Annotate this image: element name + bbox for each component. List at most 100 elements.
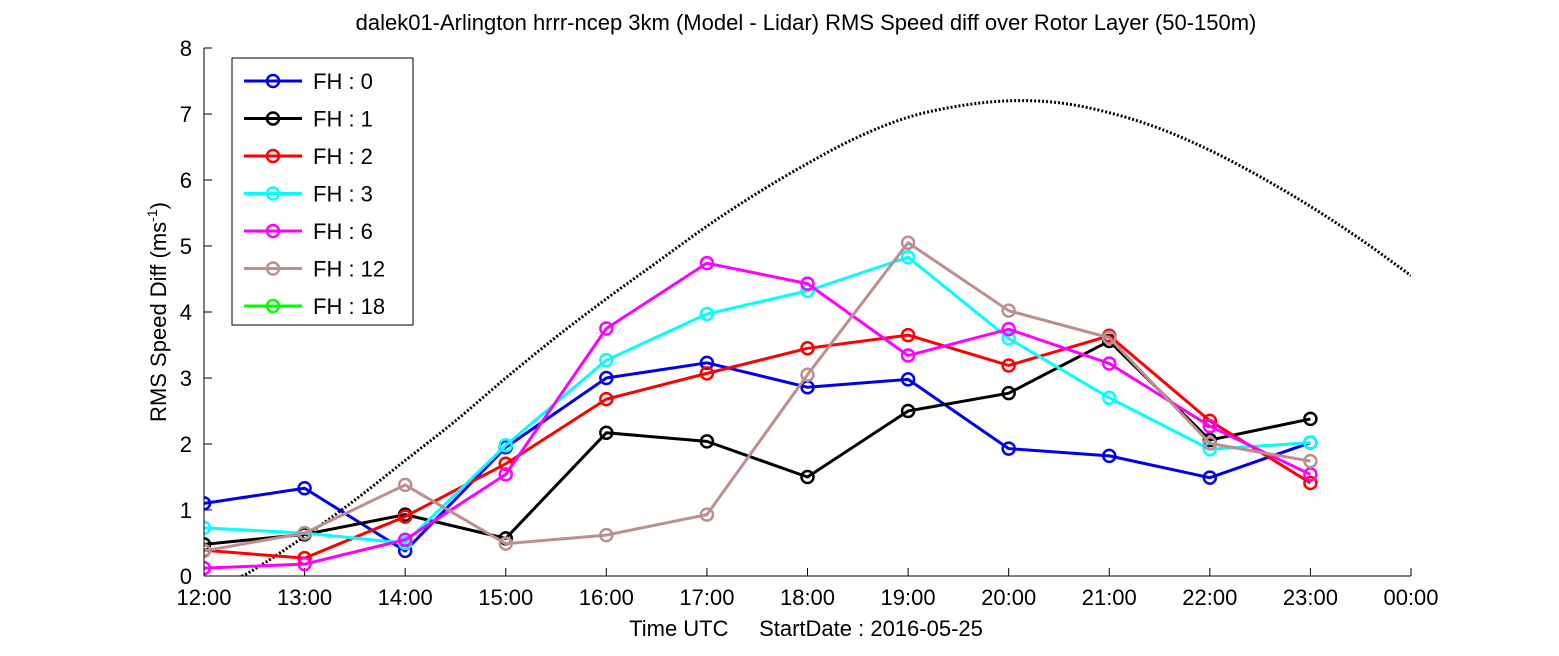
data-point (1303, 475, 1318, 491)
data-point (1001, 358, 1016, 373)
data-point (699, 255, 715, 271)
legend-marker (265, 73, 281, 89)
reference-curve (238, 99, 1411, 576)
y-tick-label: 2 (180, 432, 192, 457)
data-point (1102, 448, 1117, 464)
legend-entry: FH : 0 (244, 69, 373, 94)
data-point (599, 527, 614, 543)
legend-label: FH : 3 (313, 182, 373, 207)
x-tick-label: 00:00 (1383, 585, 1438, 610)
x-tick-label: 17:00 (679, 585, 734, 610)
y-axis-label-close: ) (146, 202, 171, 209)
data-point (900, 327, 916, 343)
y-axis-label: RMS Speed Diff (ms-1) (144, 202, 171, 422)
series-layer (204, 235, 1318, 576)
legend-entry: FH : 1 (244, 107, 373, 132)
data-point (599, 321, 614, 336)
y-tick-label: 7 (180, 102, 192, 127)
data-point (1001, 385, 1016, 401)
legend-marker (265, 223, 281, 239)
legend-marker (265, 111, 281, 126)
data-point (1303, 453, 1318, 469)
data-point (599, 425, 614, 441)
legend-marker (265, 148, 281, 164)
x-tick-label: 13:00 (277, 585, 332, 610)
y-tick-label: 4 (180, 300, 192, 325)
x-tick-label: 12:00 (176, 585, 231, 610)
series-6 (204, 235, 1318, 559)
x-tick-label: 19:00 (881, 585, 936, 610)
data-point (900, 348, 916, 363)
legend: FH : 0 FH : 1 FH : 2 FH : 3 FH : 6 FH : 12 FH … (231, 57, 414, 326)
legend-entry: FH : 12 (244, 257, 385, 282)
data-point (900, 403, 916, 419)
legend-label: FH : 12 (313, 257, 385, 282)
data-point (204, 537, 212, 552)
x-tick-label: 22:00 (1182, 585, 1237, 610)
legend-entry: FH : 18 (244, 294, 385, 319)
series-5 (204, 255, 1318, 576)
series-line (204, 241, 1311, 553)
legend-label: FH : 18 (313, 294, 385, 319)
chart-title: dalek01-Arlington hrrr-ncep 3km (Model -… (356, 10, 1257, 35)
data-point (1202, 418, 1218, 434)
legend-label: FH : 6 (313, 219, 373, 244)
data-point (297, 480, 312, 496)
data-point (1102, 330, 1117, 345)
x-axis-label: Time UTC StartDate : 2016-05-25 (629, 616, 983, 641)
data-point (1303, 435, 1318, 450)
data-point (800, 367, 815, 382)
data-point (800, 341, 815, 356)
y-tick-label: 6 (180, 168, 192, 193)
data-point (699, 366, 715, 381)
x-axis-ticks: 12:00 13:00 14:00 15:00 16:00 17:00 18:00 19:00… (176, 568, 1439, 610)
y-axis-label-main: RMS Speed Diff (ms (146, 222, 171, 422)
data-point (800, 469, 815, 485)
data-point (498, 467, 513, 482)
legend-marker (265, 261, 281, 276)
y-axis-label-superscript: -1 (144, 209, 160, 222)
legend-entry: FH : 6 (244, 219, 373, 244)
data-point (599, 391, 614, 407)
data-point (1202, 436, 1218, 451)
data-point (699, 355, 715, 371)
data-point (1001, 441, 1016, 456)
series-line (204, 333, 1312, 560)
data-point (204, 520, 212, 536)
y-tick-label: 8 (180, 36, 192, 61)
data-point (297, 556, 312, 572)
series-line (204, 255, 1311, 545)
data-point (699, 434, 715, 449)
series-line (204, 261, 1312, 570)
legend-label: FH : 1 (313, 107, 373, 132)
data-point (498, 536, 513, 551)
legend-marker (265, 298, 281, 314)
x-tick-label: 20:00 (981, 585, 1036, 610)
data-point (699, 306, 715, 322)
data-point (1001, 331, 1016, 346)
data-point (1303, 411, 1318, 427)
data-point (204, 543, 212, 559)
data-point (204, 496, 212, 511)
x-tick-label: 15:00 (478, 585, 533, 610)
data-point (599, 370, 614, 386)
data-point (699, 507, 715, 522)
y-tick-label: 1 (180, 498, 192, 523)
legend-entry: FH : 2 (244, 144, 373, 169)
data-point (1202, 470, 1218, 485)
data-point (900, 235, 916, 250)
legend-entry: FH : 3 (244, 182, 373, 207)
data-point (397, 509, 413, 524)
data-point (1102, 356, 1117, 371)
data-point (204, 560, 212, 576)
x-tick-label: 16:00 (579, 585, 634, 610)
data-point (900, 372, 916, 387)
y-tick-label: 0 (180, 564, 192, 589)
series-line (204, 339, 1311, 546)
data-point (397, 532, 413, 547)
data-point (1001, 321, 1016, 337)
y-tick-label: 3 (180, 366, 192, 391)
data-point (498, 438, 513, 453)
data-point (900, 249, 916, 265)
